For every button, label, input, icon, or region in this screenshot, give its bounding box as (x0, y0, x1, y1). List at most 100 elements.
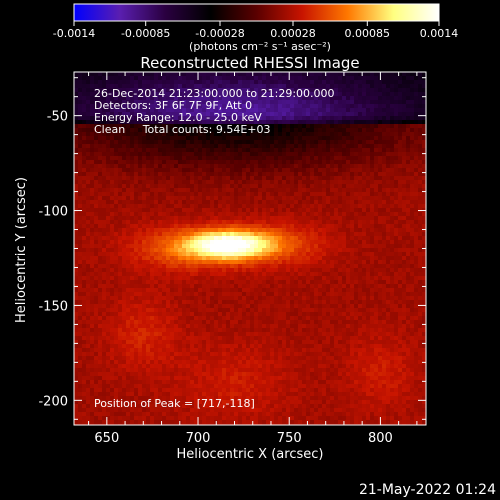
heatmap-cell (278, 228, 283, 233)
heatmap-cell (158, 112, 163, 117)
heatmap-cell (370, 80, 375, 85)
heatmap-cell (298, 128, 303, 133)
heatmap-cell (78, 128, 83, 133)
heatmap-cell (274, 264, 279, 269)
heatmap-cell (250, 124, 255, 129)
heatmap-cell (198, 120, 203, 125)
heatmap-cell (314, 260, 319, 265)
heatmap-cell (158, 192, 163, 197)
heatmap-cell (174, 236, 179, 241)
heatmap-cell (314, 168, 319, 173)
heatmap-cell (94, 120, 99, 125)
heatmap-cell (338, 252, 343, 257)
heatmap-cell (146, 228, 151, 233)
heatmap-cell (194, 184, 199, 189)
heatmap-cell (74, 140, 79, 145)
heatmap-cell (370, 132, 375, 137)
heatmap-cell (198, 200, 203, 205)
heatmap-cell (82, 76, 87, 81)
heatmap-cell (318, 148, 323, 153)
heatmap-cell (206, 192, 211, 197)
heatmap-cell (210, 88, 215, 93)
heatmap-cell (122, 204, 127, 209)
heatmap-cell (354, 292, 359, 297)
heatmap-cell (74, 232, 79, 237)
heatmap-cell (362, 208, 367, 213)
heatmap-cell (210, 168, 215, 173)
heatmap-cell (130, 264, 135, 269)
heatmap-cell (282, 176, 287, 181)
heatmap-cell (394, 88, 399, 93)
heatmap-cell (298, 280, 303, 285)
heatmap-cell (174, 172, 179, 177)
heatmap-cell (86, 84, 91, 89)
heatmap-cell (74, 180, 79, 185)
heatmap-cell (222, 284, 227, 289)
heatmap-cell (82, 112, 87, 117)
heatmap-cell (338, 176, 343, 181)
heatmap-cell (266, 180, 271, 185)
heatmap-cell (142, 76, 147, 81)
heatmap-cell (78, 236, 83, 241)
heatmap-cell (334, 136, 339, 141)
heatmap-cell (154, 208, 159, 213)
heatmap-cell (398, 204, 403, 209)
heatmap-cell (242, 240, 247, 245)
heatmap-cell (134, 252, 139, 257)
heatmap-cell (190, 260, 195, 265)
heatmap-cell (206, 196, 211, 201)
heatmap-cell (178, 136, 183, 141)
heatmap-cell (182, 112, 187, 117)
heatmap-cell (318, 224, 323, 229)
heatmap-cell (214, 296, 219, 301)
heatmap-cell (302, 156, 307, 161)
heatmap-cell (314, 112, 319, 117)
heatmap-cell (190, 104, 195, 109)
heatmap-cell (334, 160, 339, 165)
heatmap-cell (290, 168, 295, 173)
heatmap-cell (154, 100, 159, 105)
heatmap-cell (278, 100, 283, 105)
heatmap-cell (114, 240, 119, 245)
heatmap-cell (286, 152, 291, 157)
heatmap-cell (190, 168, 195, 173)
heatmap-cell (382, 124, 387, 129)
heatmap-cell (102, 140, 107, 145)
heatmap-cell (342, 132, 347, 137)
heatmap-cell (146, 208, 151, 213)
heatmap-cell (230, 296, 235, 301)
heatmap-cell (402, 100, 407, 105)
heatmap-cell (390, 128, 395, 133)
heatmap-cell (398, 76, 403, 81)
heatmap-cell (402, 204, 407, 209)
heatmap-cell (218, 156, 223, 161)
heatmap-cell (86, 244, 91, 249)
heatmap-cell (382, 172, 387, 177)
heatmap-cell (310, 288, 315, 293)
heatmap-cell (102, 280, 107, 285)
heatmap-cell (302, 172, 307, 177)
heatmap-cell (218, 100, 223, 105)
heatmap-cell (330, 108, 335, 113)
heatmap-cell (166, 140, 171, 145)
heatmap-cell (78, 192, 83, 197)
heatmap-cell (110, 244, 115, 249)
heatmap-cell (166, 188, 171, 193)
heatmap-cell (162, 280, 167, 285)
heatmap-cell (90, 88, 95, 93)
heatmap-cell (274, 176, 279, 181)
heatmap-cell (190, 96, 195, 101)
heatmap-cell (250, 280, 255, 285)
heatmap-cell (310, 244, 315, 249)
heatmap-cell (238, 96, 243, 101)
heatmap-cell (226, 248, 231, 253)
heatmap-cell (122, 120, 127, 125)
heatmap-cell (306, 256, 311, 261)
heatmap-cell (106, 112, 111, 117)
heatmap-cell (326, 144, 331, 149)
heatmap-cell (370, 224, 375, 229)
heatmap-cell (338, 152, 343, 157)
heatmap-cell (154, 280, 159, 285)
heatmap-cell (206, 112, 211, 117)
heatmap-cell (74, 192, 79, 197)
